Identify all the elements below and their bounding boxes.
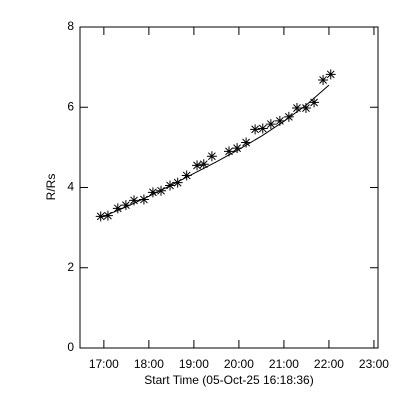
data-point [274,115,285,126]
y-tick-label: 2 [67,260,74,274]
x-tick-label: 23:00 [359,357,389,371]
data-point [102,210,113,221]
x-tick-label: 18:00 [134,357,164,371]
y-tick-label: 8 [67,19,74,33]
data-point [309,97,320,108]
data-point [241,137,252,148]
data-point [300,103,311,114]
data-point [206,151,217,162]
y-tick-label: 6 [67,99,74,113]
plot-frame [79,26,379,349]
data-point [95,211,106,222]
data-point [224,146,234,157]
data-point [283,111,294,122]
data-point [172,177,183,188]
data-point [112,203,123,214]
data-point [120,200,131,211]
data-point [318,74,329,85]
x-tick-label: 17:00 [89,357,119,371]
y-axis-label: R/Rs [44,174,58,201]
data-point [232,143,243,154]
x-tick-label: 22:00 [314,357,344,371]
data-point [129,195,140,206]
x-tick-label: 21:00 [269,357,299,371]
x-tick-label: 19:00 [179,357,209,371]
data-point [147,187,158,198]
y-tick-label: 0 [67,340,74,354]
fit-line [100,84,330,219]
x-axis-label: Start Time (05-Oct-25 16:18:36) [144,373,313,387]
data-point [257,123,268,134]
data-point [192,160,203,171]
data-point [250,124,261,135]
data-point [265,119,276,130]
data-point [181,170,192,181]
data-point [138,194,149,205]
data-point [325,69,336,80]
data-point [291,103,302,114]
data-point [198,159,209,170]
x-tick-label: 20:00 [224,357,254,371]
y-tick-label: 4 [67,180,74,194]
